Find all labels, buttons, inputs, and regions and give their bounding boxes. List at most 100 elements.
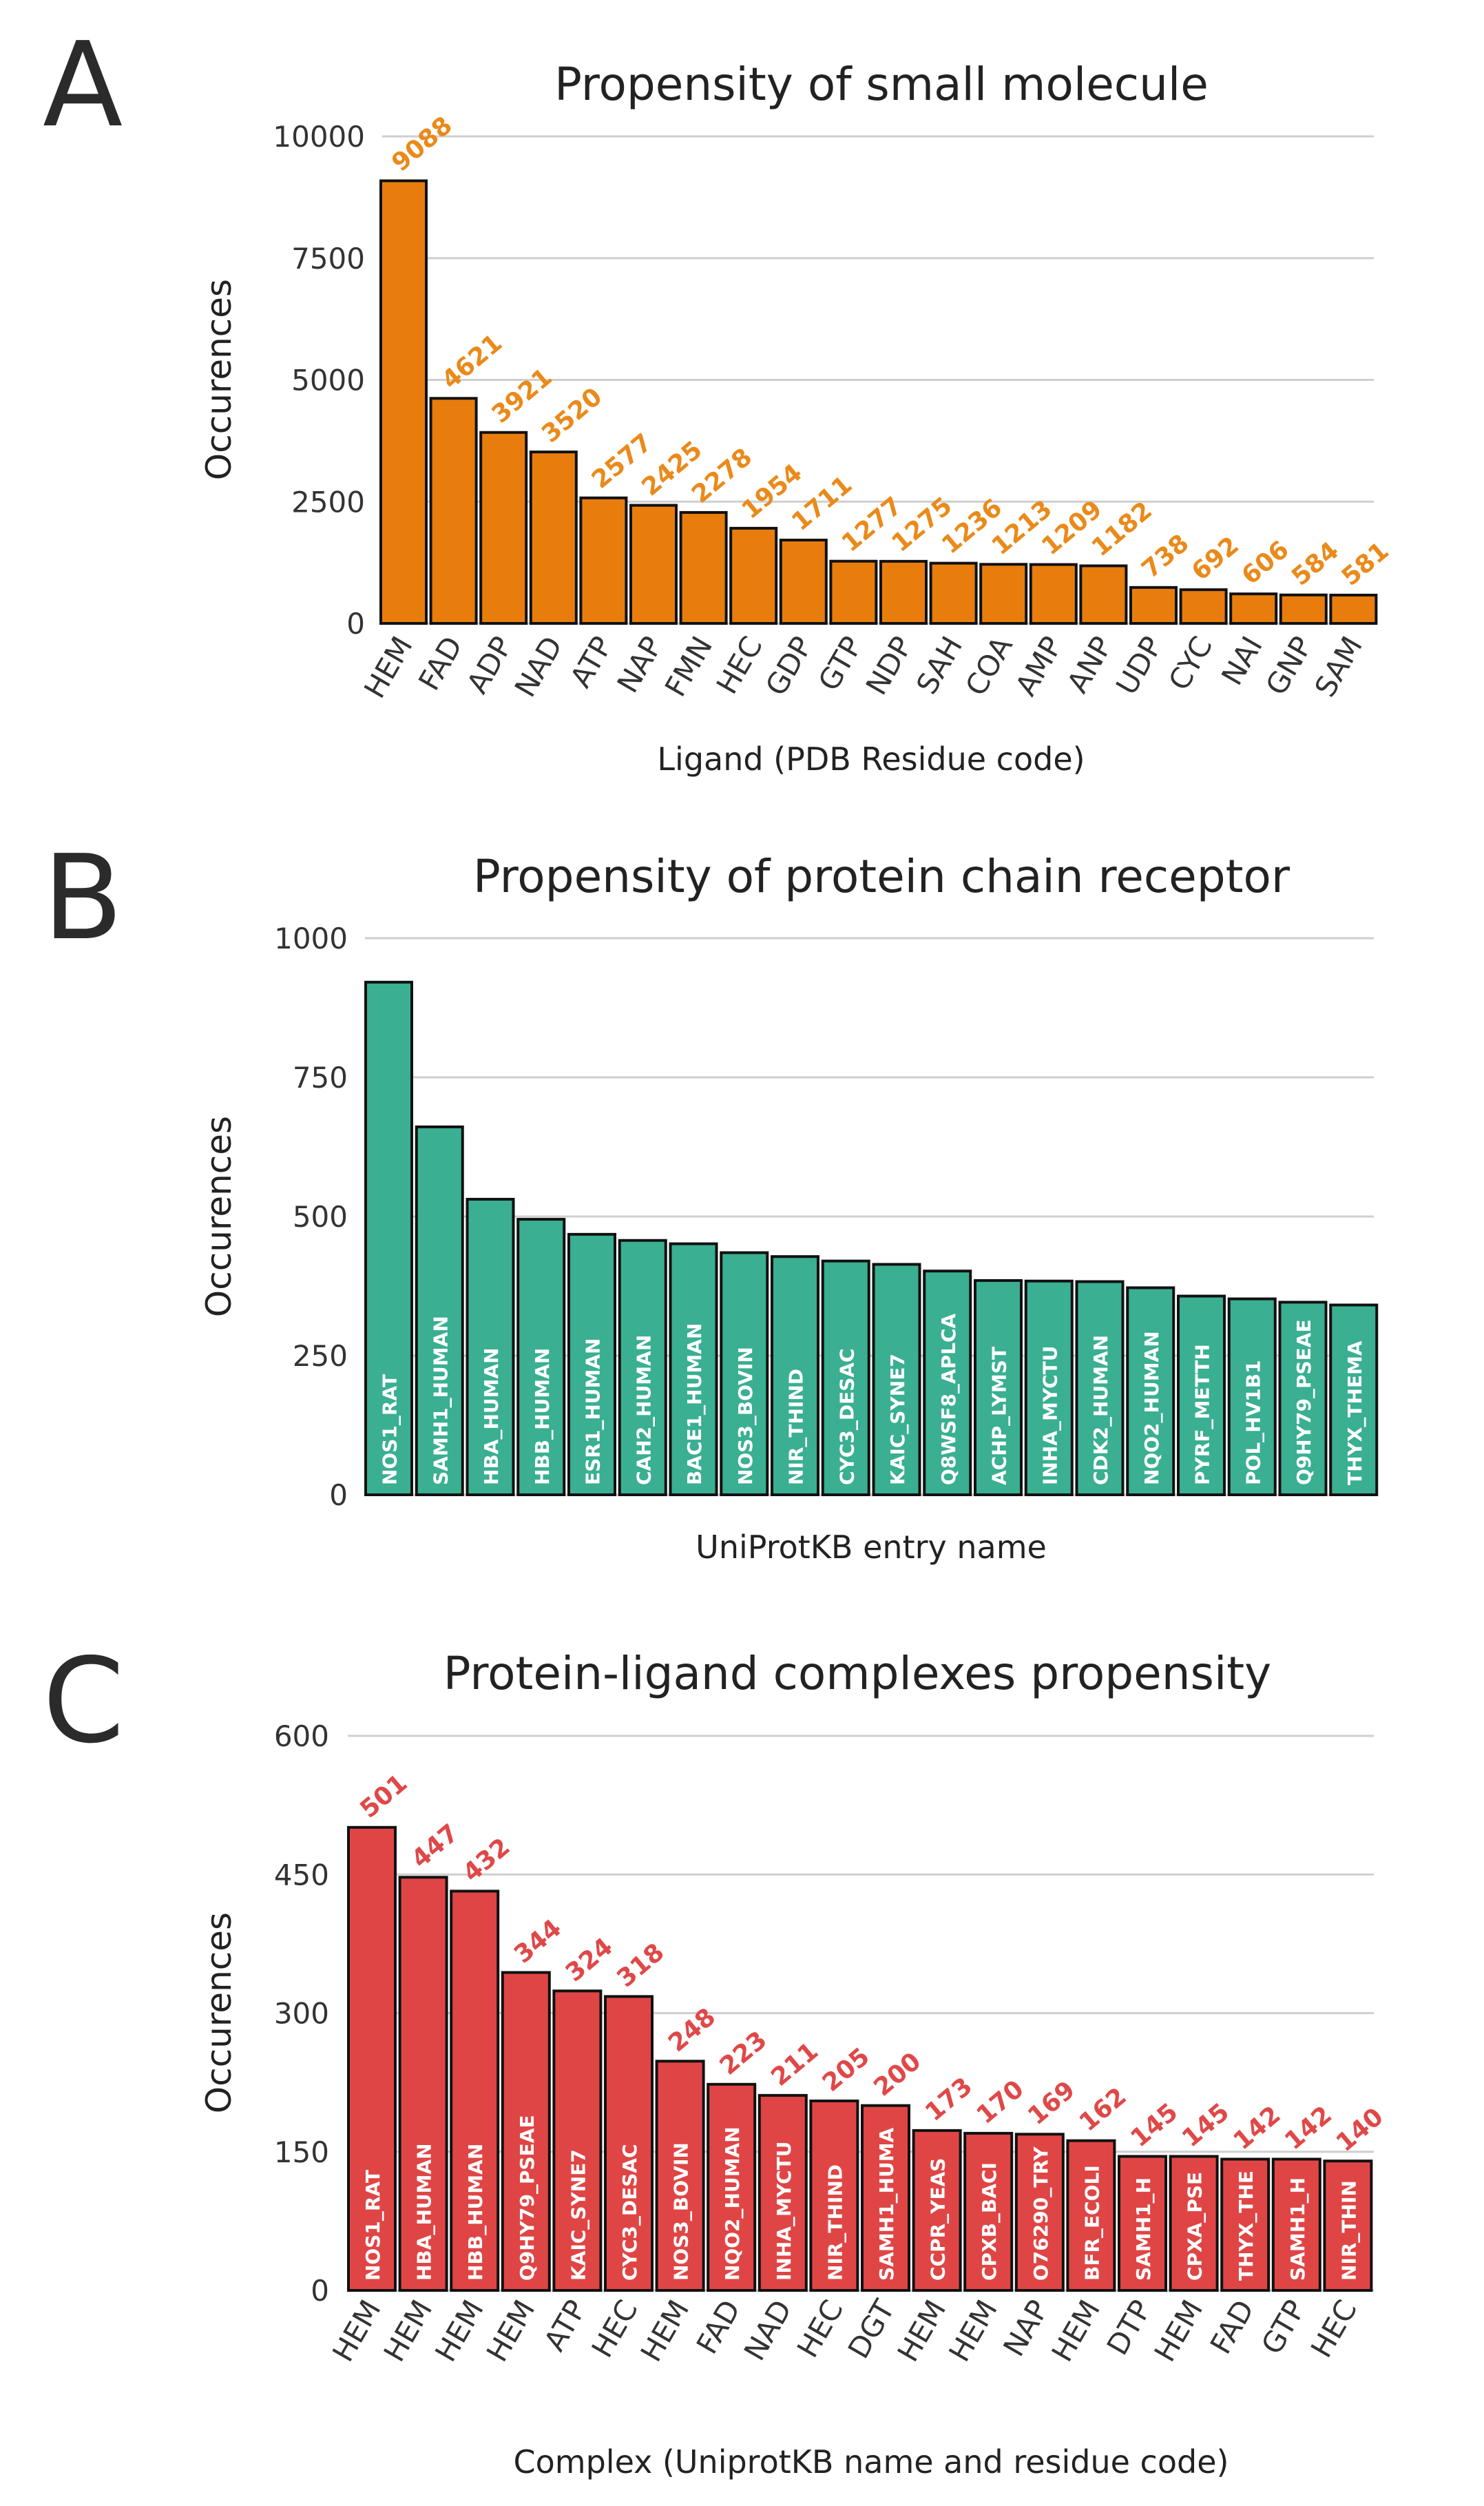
y-tick-label: 5000 (291, 364, 365, 397)
x-tick-label: HEM (377, 2295, 439, 2368)
y-axis-label: Occurences (199, 1912, 239, 2113)
bar (771, 1255, 819, 1497)
data-label: 318 (612, 1938, 669, 1994)
bar (415, 1125, 464, 1496)
bar (963, 2131, 1014, 2292)
bar (604, 1995, 654, 2292)
x-axis-label: UniProtKB entry name (696, 1529, 1047, 1566)
bar-inner-label: HBB_HUMAN (531, 1348, 554, 1485)
bar-inner-label: NOS1_RAT (362, 2170, 384, 2281)
data-label: 324 (561, 1932, 618, 1987)
x-tick-label: SAM (1308, 631, 1369, 703)
bar-inner-label: CDK2_HUMAN (1089, 1335, 1112, 1485)
x-tick-label: HEM (326, 2295, 388, 2368)
panel-a: A Propensity of small molecule 0 2500 5000 75… (43, 17, 1394, 778)
y-axis-label: Occurences (199, 279, 239, 480)
y-tick-label: 1000 (274, 922, 348, 955)
panel-letter: A (43, 17, 123, 154)
x-tick-label: HEM (942, 2295, 1004, 2368)
bar (809, 2099, 859, 2292)
bar (618, 1239, 667, 1497)
chart-title: Propensity of small molecule (554, 58, 1209, 111)
y-tick-label: 150 (274, 2135, 329, 2169)
bar-inner-label: NIR_THIND (785, 1369, 808, 1485)
x-axis-label: Complex (UniprotKB name and residue code… (514, 2443, 1229, 2481)
bar (567, 1232, 616, 1496)
data-label: 142 (1229, 2101, 1286, 2156)
bar (1075, 1280, 1125, 1496)
bar (912, 2129, 962, 2292)
bar (669, 1242, 718, 1497)
panel-c: C Protein-ligand complexes propensity 0 150… (43, 1633, 1389, 2481)
x-tick-label: HEM (1148, 2295, 1210, 2368)
bar (757, 2093, 808, 2292)
y-tick-label: 300 (274, 1997, 329, 2031)
bar (379, 179, 428, 625)
bar (979, 563, 1028, 625)
bar-inner-label: INHA_MYCTU (1038, 1346, 1061, 1485)
y-tick-label: 750 (293, 1061, 348, 1095)
x-tick-label: GDP (759, 631, 819, 702)
panel-letter: C (43, 1633, 125, 1770)
x-tick-label: ATP (563, 631, 619, 694)
y-tick-label: 10000 (273, 120, 365, 154)
x-tick-label: HEC (1304, 2295, 1363, 2363)
bar-inner-label: ACHP_LYMST (988, 1347, 1011, 1485)
bar-inner-label: BFR_ECOLI (1080, 2165, 1103, 2281)
data-label: 581 (1337, 537, 1394, 592)
bar (1278, 1301, 1328, 1496)
bar (1227, 1297, 1277, 1496)
x-tick-label: SAH (910, 631, 969, 701)
bar-inner-label: BACE1_HUMAN (683, 1323, 706, 1485)
x-tick-label: HEM (428, 2295, 490, 2368)
data-label: 738 (1136, 529, 1194, 584)
bar (1329, 1303, 1379, 1497)
y-tick-label: 0 (346, 607, 365, 641)
bar (1169, 2155, 1219, 2292)
data-label: 9088 (386, 112, 457, 178)
bar-inner-label: KAIC_SYNE7 (886, 1354, 909, 1485)
x-tick-label: HEC (710, 631, 769, 700)
bar (1179, 588, 1228, 625)
bar-inner-label: O76290_TRY (1030, 2146, 1052, 2281)
x-tick-label: ADP (460, 631, 519, 699)
bar-inner-label: NIR_THIN (1337, 2180, 1360, 2281)
data-label: 584 (1286, 537, 1344, 592)
bar-inner-label: SAMH1_H (1132, 2177, 1155, 2281)
x-tick-label: NAD (508, 631, 569, 703)
bar-inner-label: Q9HY79_PSEAE (516, 2115, 539, 2281)
data-label: 142 (1279, 2101, 1337, 2156)
x-tick-label: DGT (842, 2294, 901, 2364)
bar (501, 1971, 551, 2292)
bar-inner-label: CCPR_YEAS (927, 2158, 950, 2281)
bar (1014, 2133, 1065, 2292)
bar (1271, 2157, 1321, 2292)
x-tick-label: UDP (1109, 631, 1169, 701)
bar-inner-label: HBA_HUMAN (480, 1347, 503, 1485)
data-label: 447 (406, 1819, 464, 1874)
bar (923, 1270, 972, 1496)
panel-b: B Propensity of protein chain receptor 0 25… (43, 830, 1379, 1566)
bar (1329, 593, 1378, 625)
bar-inner-label: SAMH1_HUMA (875, 2127, 898, 2281)
data-label: 692 (1187, 531, 1244, 586)
x-tick-label: GNP (1259, 631, 1319, 701)
bar (1066, 2139, 1116, 2292)
chart-title: Protein-ligand complexes propensity (443, 1647, 1271, 1700)
bar-inner-label: INHA_MYCTU (773, 2142, 795, 2281)
bar-inner-label: THYX_THEMA (1344, 1340, 1366, 1485)
y-tick-label: 500 (293, 1200, 348, 1234)
bar (347, 1825, 397, 2292)
panel-letter: B (43, 830, 123, 966)
y-tick-label: 0 (311, 2274, 329, 2308)
bar (879, 559, 928, 625)
x-tick-label: HEC (585, 2295, 644, 2363)
data-label: 173 (920, 2072, 978, 2127)
x-tick-label: CYC (1162, 631, 1219, 696)
data-label: 145 (1177, 2098, 1235, 2153)
bar (829, 559, 878, 625)
bar-inner-label: CYC3_DESAC (618, 2144, 641, 2281)
bar (861, 2104, 910, 2292)
x-axis-label: Ligand (PDB Residue code) (657, 741, 1085, 778)
